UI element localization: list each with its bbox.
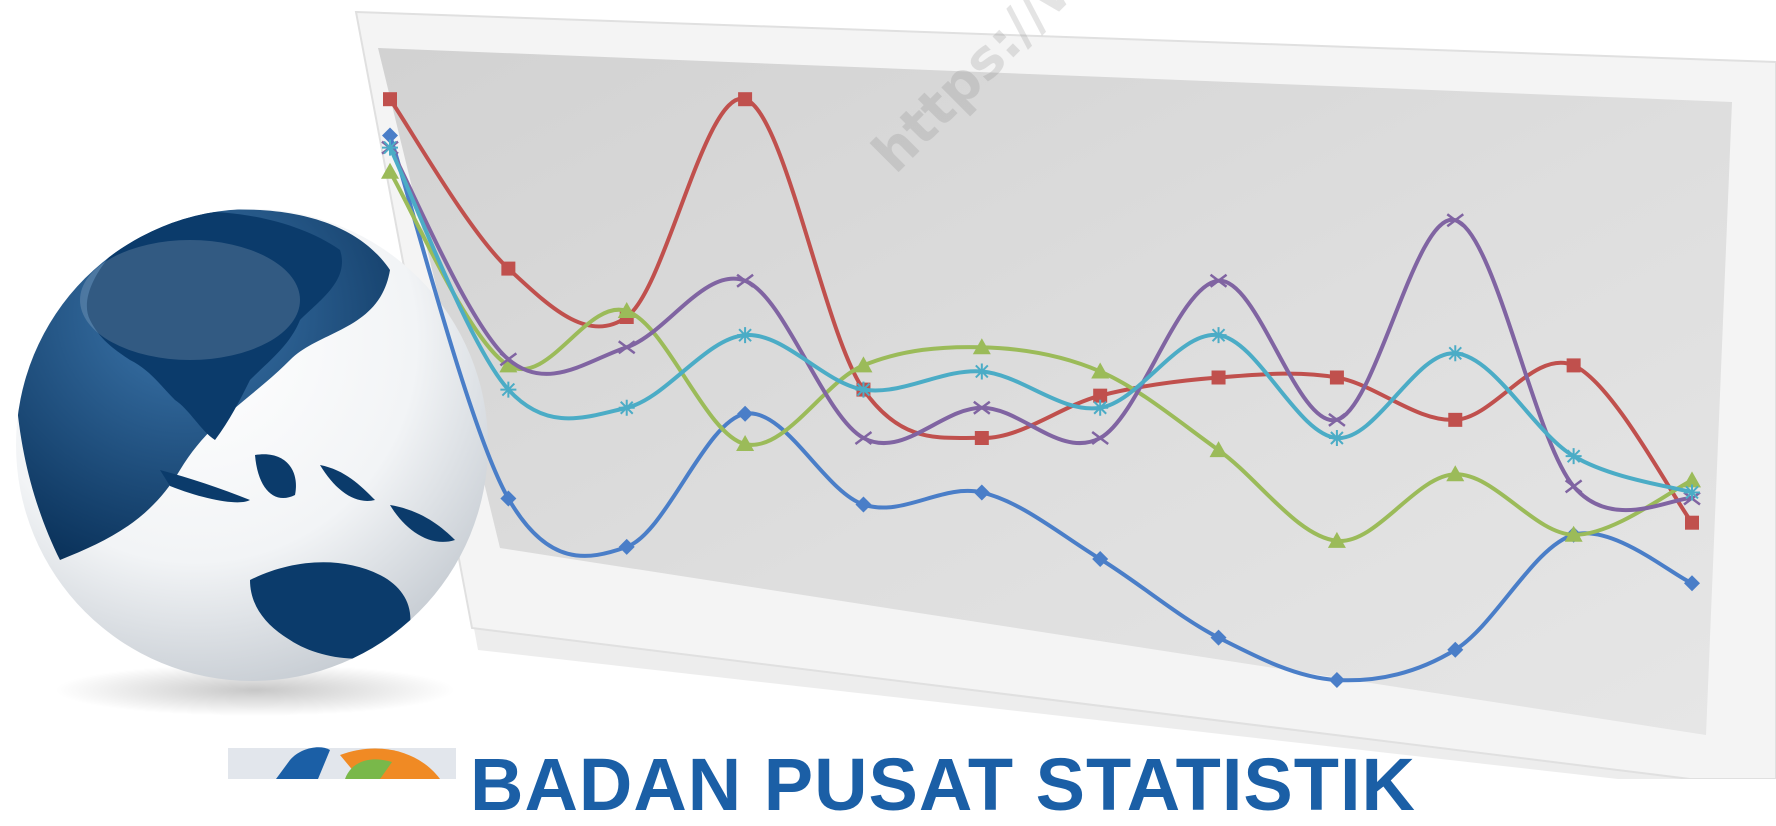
data-point-5-8 — [1210, 327, 1227, 344]
data-point-2-12 — [1685, 515, 1699, 530]
data-point-4-5 — [854, 431, 873, 445]
data-point-5-6 — [973, 363, 990, 380]
data-point-2-6 — [974, 431, 989, 445]
banner-scene — [16, 10, 1776, 779]
data-point-3-6 — [972, 338, 991, 355]
data-point-4-10 — [1446, 213, 1465, 228]
chart-board — [354, 10, 1776, 779]
data-point-3-5 — [854, 356, 873, 373]
data-point-2-4 — [738, 92, 753, 107]
data-point-4-4 — [736, 273, 754, 288]
data-point-3-11 — [1564, 525, 1583, 542]
line-chart — [381, 92, 1701, 688]
brand-title: BADAN PUSAT STATISTIK — [470, 743, 1416, 826]
data-point-1-5 — [855, 496, 872, 513]
data-point-5-12 — [1684, 484, 1700, 501]
data-point-1-9 — [1328, 672, 1345, 688]
data-point-2-2 — [501, 261, 516, 276]
globe-icon — [16, 209, 488, 716]
data-point-4-8 — [1209, 273, 1228, 288]
data-point-4-11 — [1564, 479, 1583, 494]
data-point-5-10 — [1447, 345, 1464, 362]
data-point-3-9 — [1327, 531, 1346, 548]
data-point-4-2 — [499, 352, 518, 367]
data-point-1-4 — [737, 405, 754, 422]
data-point-1-2 — [500, 490, 517, 507]
data-point-1-3 — [618, 538, 635, 555]
data-point-5-2 — [500, 381, 517, 398]
data-point-5-11 — [1565, 448, 1582, 465]
data-point-1-10 — [1447, 641, 1464, 658]
data-point-1-7 — [1092, 551, 1109, 567]
data-point-5-9 — [1328, 430, 1345, 446]
bps-logo-icon — [228, 747, 456, 779]
data-point-4-9 — [1328, 412, 1346, 427]
data-point-3-10 — [1446, 465, 1465, 482]
data-point-5-5 — [855, 381, 872, 398]
data-point-5-3 — [618, 399, 635, 416]
data-point-5-4 — [737, 327, 754, 344]
series-line-4 — [388, 146, 1693, 513]
data-point-4-6 — [973, 400, 991, 415]
data-point-2-1 — [383, 92, 397, 107]
data-point-2-11 — [1566, 358, 1581, 373]
data-point-3-12 — [1683, 471, 1701, 488]
data-point-4-3 — [617, 340, 636, 355]
data-point-5-1 — [382, 139, 398, 156]
data-point-2-7 — [1093, 388, 1108, 403]
data-point-3-3 — [617, 301, 636, 318]
data-point-1-8 — [1210, 629, 1227, 646]
data-point-1-1 — [382, 127, 398, 144]
data-point-3-2 — [499, 356, 518, 373]
data-point-3-7 — [1091, 362, 1110, 379]
data-point-2-9 — [1329, 370, 1344, 385]
series-line-5 — [388, 146, 1693, 495]
data-point-4-7 — [1091, 431, 1109, 445]
data-point-3-1 — [381, 162, 399, 179]
data-point-3-8 — [1209, 441, 1228, 458]
data-point-2-8 — [1211, 370, 1226, 385]
data-point-1-12 — [1684, 575, 1700, 592]
data-point-5-7 — [1092, 399, 1109, 416]
data-point-2-10 — [1448, 412, 1463, 427]
data-point-3-4 — [736, 435, 755, 452]
data-point-1-6 — [973, 484, 990, 501]
